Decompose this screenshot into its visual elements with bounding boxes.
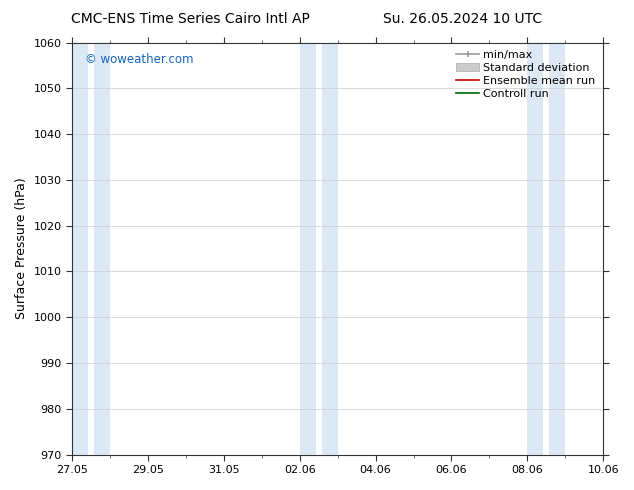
Bar bbox=[88, 43, 94, 455]
Bar bbox=[527, 43, 543, 455]
Bar bbox=[549, 43, 566, 455]
Legend: min/max, Standard deviation, Ensemble mean run, Controll run: min/max, Standard deviation, Ensemble me… bbox=[455, 48, 598, 101]
Bar bbox=[543, 43, 549, 455]
Bar bbox=[94, 43, 110, 455]
Text: CMC-ENS Time Series Cairo Intl AP: CMC-ENS Time Series Cairo Intl AP bbox=[71, 12, 309, 26]
Bar bbox=[72, 43, 88, 455]
Text: Su. 26.05.2024 10 UTC: Su. 26.05.2024 10 UTC bbox=[384, 12, 542, 26]
Y-axis label: Surface Pressure (hPa): Surface Pressure (hPa) bbox=[15, 178, 28, 319]
Bar bbox=[300, 43, 316, 455]
Text: © woweather.com: © woweather.com bbox=[86, 53, 194, 66]
Bar bbox=[316, 43, 321, 455]
Bar bbox=[321, 43, 338, 455]
